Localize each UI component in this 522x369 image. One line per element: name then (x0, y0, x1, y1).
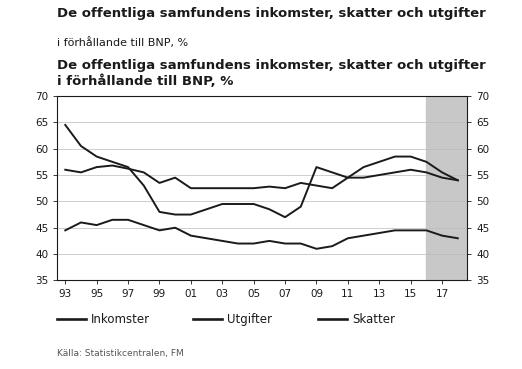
Bar (426, 96, 467, 280)
Text: i förhållande till BNP, %: i förhållande till BNP, % (57, 37, 188, 48)
Text: Skatter: Skatter (352, 313, 395, 326)
Text: Utgifter: Utgifter (227, 313, 272, 326)
Text: De offentliga samfundens inkomster, skatter och utgifter
i förhållande till BNP,: De offentliga samfundens inkomster, skat… (57, 59, 486, 88)
Text: Källa: Statistikcentralen, FM: Källa: Statistikcentralen, FM (57, 349, 184, 358)
Text: De offentliga samfundens inkomster, skatter och utgifter: De offentliga samfundens inkomster, skat… (57, 7, 486, 20)
Text: Inkomster: Inkomster (91, 313, 150, 326)
